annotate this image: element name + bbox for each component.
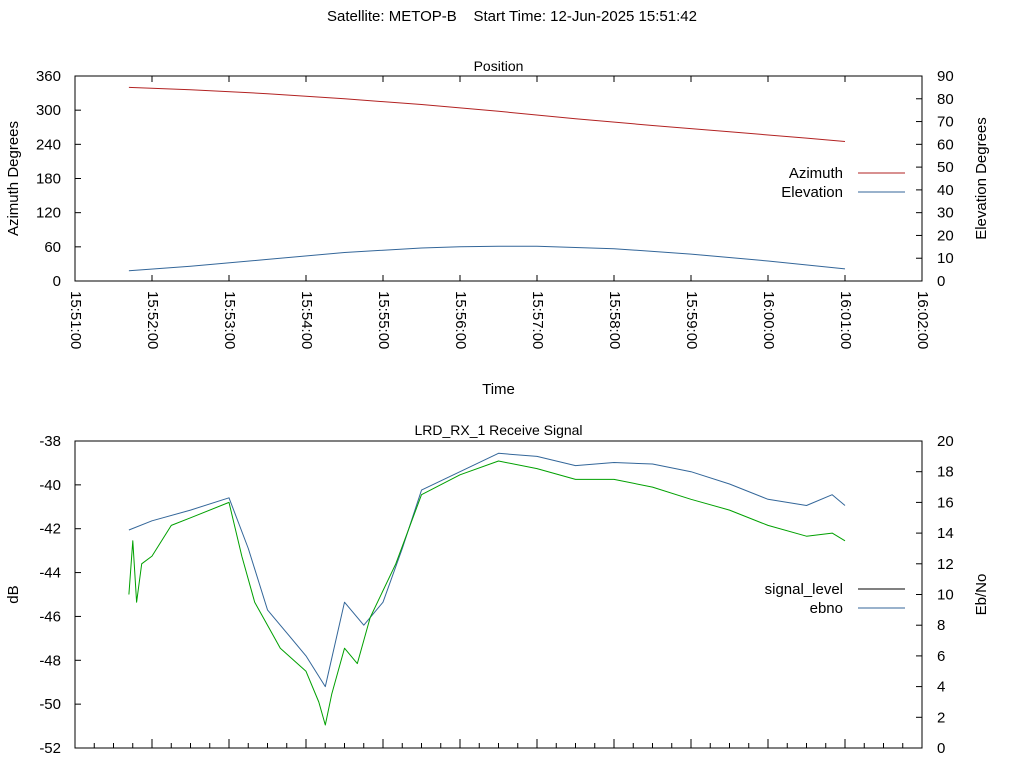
y2-tick-label: 30 (937, 205, 954, 222)
y2-tick-label: 80 (937, 91, 954, 108)
x-tick-label: 15:59:00 (683, 291, 700, 349)
x-tick-label: 15:52:00 (144, 291, 161, 349)
y2-tick-label: 40 (937, 182, 954, 199)
y-tick-label: 240 (36, 136, 61, 153)
x-tick-label: 15:53:00 (221, 291, 238, 349)
start-time-label: Start Time: 12-Jun-2025 15:51:42 (473, 8, 697, 25)
y2-tick-label: 10 (937, 587, 954, 604)
y2-tick-label: 90 (937, 68, 954, 85)
x-tick-label: 15:57:00 (529, 291, 546, 349)
y-tick-label: 60 (44, 239, 61, 256)
legend-label: signal_level (765, 581, 843, 598)
y2-tick-label: 50 (937, 159, 954, 176)
y2-tick-label: 20 (937, 227, 954, 244)
series-line (128, 245, 846, 272)
legend-label: Azimuth (789, 165, 843, 182)
y2-tick-label: 20 (937, 433, 954, 450)
chart-title: Position (474, 58, 524, 74)
y2-tick-label: 2 (937, 709, 945, 726)
position-chart: Position 0 60 120 180 240 300 360 0 10 20 30 40 50 60 7… (5, 58, 990, 398)
y2-tick-label: 16 (937, 494, 954, 511)
y2-axis-label: Eb/No (973, 574, 990, 616)
y2-tick-label: 10 (937, 250, 954, 267)
x-tick-label: 15:58:00 (606, 291, 623, 349)
y2-tick-label: 12 (937, 556, 954, 573)
y2-tick-label: 0 (937, 740, 945, 757)
satellite-label: Satellite: METOP-B (327, 8, 457, 25)
y-tick-label: -48 (39, 652, 61, 669)
y2-tick-label: 4 (937, 679, 945, 696)
legend-label: ebno (810, 600, 843, 617)
y-tick-label: 360 (36, 68, 61, 85)
y-tick-label: -40 (39, 477, 61, 494)
y2-tick-label: 60 (937, 136, 954, 153)
y-axis-label: dB (5, 585, 22, 603)
y-tick-label: -52 (39, 740, 61, 757)
x-tick-label: 15:56:00 (452, 291, 469, 349)
y-tick-label: -38 (39, 433, 61, 450)
y-tick-label: 180 (36, 171, 61, 188)
x-axis-label: Time (482, 381, 515, 398)
y2-tick-label: 8 (937, 617, 945, 634)
y-tick-label: -50 (39, 696, 61, 713)
y2-axis-label: Elevation Degrees (973, 117, 990, 240)
series-line (128, 86, 846, 142)
y-tick-label: -42 (39, 521, 61, 538)
y-tick-label: -46 (39, 608, 61, 625)
y2-tick-label: 0 (937, 273, 945, 290)
x-tick-label: 16:00:00 (760, 291, 777, 349)
y-axis-label: Azimuth Degrees (5, 121, 22, 236)
x-tick-label: 15:51:00 (67, 291, 84, 349)
y2-tick-label: 70 (937, 114, 954, 131)
x-tick-label: 15:55:00 (375, 291, 392, 349)
receive-signal-chart: LRD_RX_1 Receive Signal -52 -50 -48 -46 -44 -4… (5, 422, 990, 757)
x-tick-label: 16:01:00 (837, 291, 854, 349)
y-tick-label: 300 (36, 102, 61, 119)
x-tick-label: 16:02:00 (914, 291, 931, 349)
y2-tick-label: 14 (937, 525, 954, 542)
y-tick-label: 0 (53, 273, 61, 290)
y2-tick-label: 6 (937, 648, 945, 665)
series-line (128, 452, 846, 688)
figure-header: Satellite: METOP-B Start Time: 12-Jun-20… (0, 8, 1024, 25)
x-tick-label: 15:54:00 (298, 291, 315, 349)
y2-tick-label: 18 (937, 464, 954, 481)
y-tick-label: -44 (39, 565, 61, 582)
legend-label: Elevation (781, 184, 843, 201)
y-tick-label: 120 (36, 205, 61, 222)
chart-title: LRD_RX_1 Receive Signal (414, 422, 582, 438)
series-line (128, 460, 846, 726)
